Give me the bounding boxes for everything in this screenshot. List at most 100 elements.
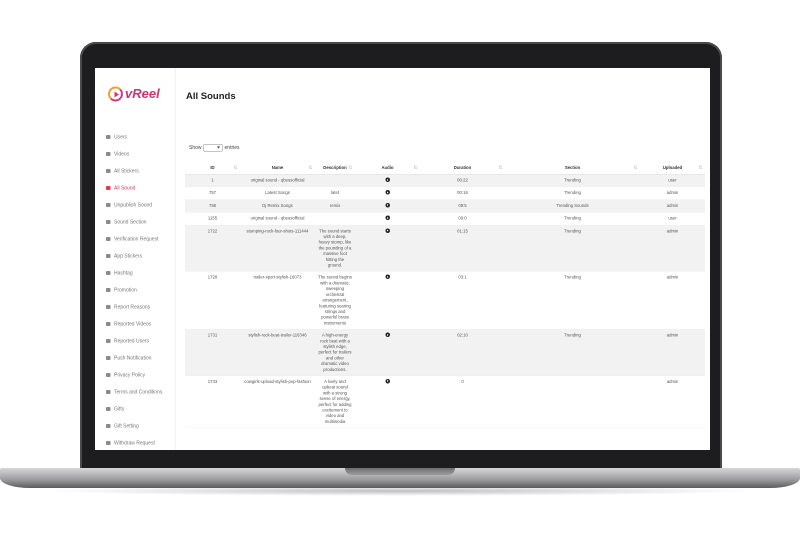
menu-item[interactable]: Withdraw Request xyxy=(106,440,155,447)
duration: 09:5 xyxy=(458,202,467,208)
duration: 03:1 xyxy=(458,274,467,280)
shadow xyxy=(40,486,760,496)
table-row: 757 Latest Songs latet 00:16 Trending admin xyxy=(185,186,705,200)
menu-label: All Stickers xyxy=(114,168,139,174)
audio-cell xyxy=(355,174,420,188)
description: latet xyxy=(330,190,340,196)
audio-cell xyxy=(355,199,420,213)
menu-icon xyxy=(106,220,111,224)
duration-cell: 01:15 xyxy=(420,225,505,272)
uploaded-cell: admin xyxy=(640,199,705,213)
section-cell: Trending xyxy=(505,271,640,330)
page-title: All Sounds xyxy=(186,91,236,102)
menu-item[interactable]: Videos xyxy=(106,151,129,158)
play-button[interactable] xyxy=(385,202,390,208)
section-cell: Trending xyxy=(505,329,640,376)
id-cell: 1722 xyxy=(185,225,240,272)
column-header[interactable]: Uploaded xyxy=(640,161,705,175)
header-row: IDNameDescriptionAudioDurationSectionUpl… xyxy=(185,161,705,175)
section: Trending xyxy=(564,332,581,338)
menu-label: Privacy Policy xyxy=(114,372,146,378)
column-header[interactable]: Name xyxy=(240,161,315,175)
column-header[interactable]: Description xyxy=(315,161,355,175)
column-header[interactable]: Duration xyxy=(420,161,505,175)
id: 757 xyxy=(208,190,217,196)
menu-item[interactable]: Promotion xyxy=(106,287,137,294)
duration-cell: 00:0 xyxy=(420,212,505,226)
menu-item[interactable]: Push Notification xyxy=(106,355,152,362)
uploaded: admin xyxy=(666,190,679,196)
section-cell: Trending xyxy=(505,186,640,200)
duration-cell: 0 xyxy=(420,375,505,429)
name-cell: Dj Remix Songs xyxy=(240,199,315,213)
uploaded-cell: admin xyxy=(640,186,705,200)
section-cell: Trending xyxy=(505,212,640,226)
uploaded: admin xyxy=(666,202,679,208)
menu-item[interactable]: All Stickers xyxy=(106,168,139,175)
section: Trending Sounds xyxy=(556,202,589,208)
menu-icon xyxy=(106,271,111,275)
menu-label: Report Reasons xyxy=(114,304,151,310)
play-button[interactable] xyxy=(385,190,390,195)
menu-item[interactable]: App Stickers xyxy=(106,253,142,260)
menu-item[interactable]: Terms and Conditions xyxy=(106,389,162,396)
uploaded-cell: admin xyxy=(640,329,705,376)
menu-item[interactable]: All Sound xyxy=(106,185,135,192)
audio-cell xyxy=(355,212,420,226)
entries-select[interactable] xyxy=(203,144,223,152)
menu-icon xyxy=(106,203,111,207)
description: The sound begins with a dramatic, sweepi… xyxy=(318,274,352,326)
name-cell: cowgirls-upload-stylish-pop-fashion xyxy=(240,375,315,429)
brand: vReel xyxy=(125,86,160,101)
description: remix xyxy=(329,202,341,208)
play-button[interactable] xyxy=(385,228,390,233)
table-row: 1728 trailer-sport-stylish-16073 The sound… xyxy=(185,271,705,330)
menu-icon xyxy=(106,424,111,428)
column-header[interactable]: Audio xyxy=(355,161,420,175)
sidebar: vReel Users Videos All Stickers All Sound Un… xyxy=(95,68,176,450)
description-cell xyxy=(315,212,355,226)
section-cell: Trending xyxy=(505,225,640,272)
table-row: 758 Dj Remix Songs remix 09:5 Trending Sound… xyxy=(185,199,705,213)
menu-item[interactable]: Reported Videos xyxy=(106,321,151,328)
menu-icon xyxy=(106,322,111,326)
laptop-base xyxy=(0,468,800,488)
play-button[interactable] xyxy=(385,332,390,338)
table-row: 1722 stomping-rock-four-shots-111444 The s… xyxy=(185,225,705,272)
duration: 01:15 xyxy=(457,228,468,234)
uploaded: user xyxy=(668,215,677,221)
menu-item[interactable]: Verification Request xyxy=(106,236,158,243)
name: Dj Remix Songs xyxy=(262,202,293,208)
duration-cell: 00:16 xyxy=(420,186,505,200)
menu-item[interactable]: Gift Setting xyxy=(106,423,139,430)
menu-item[interactable]: Users xyxy=(106,134,127,141)
menu-item[interactable]: Privacy Policy xyxy=(106,372,145,379)
duration-cell: 03:1 xyxy=(420,271,505,330)
play-button[interactable] xyxy=(385,177,390,182)
menu-icon xyxy=(106,237,111,241)
menu-icon xyxy=(106,441,111,445)
menu-item[interactable]: Hashtag xyxy=(106,270,133,277)
menu-item[interactable]: Report Reasons xyxy=(106,304,150,311)
duration-cell: 02:10 xyxy=(420,329,505,376)
name: original sound - qbeusofficial xyxy=(250,177,305,183)
id: 1 xyxy=(211,177,214,183)
section: Trending xyxy=(564,274,581,280)
logo[interactable]: vReel xyxy=(108,86,160,102)
column-header[interactable]: Section xyxy=(505,161,640,175)
audio-cell xyxy=(355,186,420,200)
id: 758 xyxy=(208,202,217,208)
menu-item[interactable]: Sound Section xyxy=(106,219,147,226)
play-button[interactable] xyxy=(385,274,390,280)
description-cell: The sound starts with a deep, heavy stom… xyxy=(315,225,355,272)
menu-label: Videos xyxy=(114,151,130,157)
uploaded-cell: admin xyxy=(640,271,705,330)
menu-item[interactable]: Reported Users xyxy=(106,338,149,345)
description-cell: latet xyxy=(315,186,355,200)
menu-item[interactable]: Gifts xyxy=(106,406,124,413)
play-button[interactable] xyxy=(385,378,390,384)
play-button[interactable] xyxy=(385,215,390,221)
menu-item[interactable]: Unpublish Sound xyxy=(106,202,152,209)
name: original sound - qbeusofficial xyxy=(250,215,305,221)
column-header[interactable]: ID xyxy=(185,161,240,175)
